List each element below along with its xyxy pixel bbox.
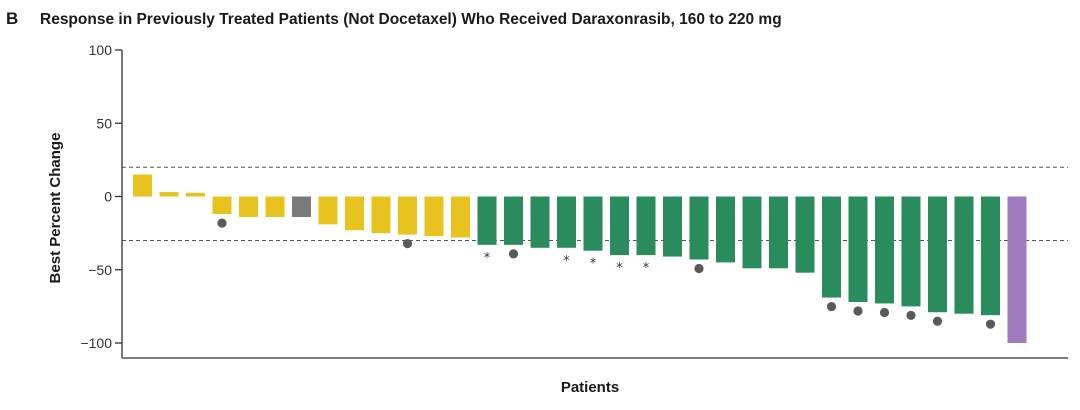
dot-marker — [826, 301, 837, 312]
bar — [424, 196, 444, 237]
chart-title: Response in Previously Treated Patients … — [40, 11, 782, 28]
bar — [239, 196, 258, 218]
bar — [477, 196, 497, 245]
axes-group — [121, 50, 1068, 359]
bar — [212, 196, 232, 215]
bar — [954, 196, 974, 314]
y-ticks-group: 100 50 0 −50 −100 — [80, 42, 122, 351]
bars-group — [133, 174, 1027, 343]
bar — [133, 174, 152, 197]
asterisk-marker: * — [484, 251, 491, 266]
bar — [742, 196, 762, 269]
bar — [583, 196, 603, 251]
dot-marker — [402, 238, 413, 249]
bar — [928, 196, 947, 313]
bar — [875, 196, 894, 304]
dot-marker — [879, 307, 890, 318]
bar — [769, 196, 788, 269]
y-axis-title: Best Percent Change — [47, 133, 64, 284]
bar — [398, 196, 417, 235]
asterisk-marker: * — [563, 254, 570, 269]
bar — [530, 196, 550, 248]
bar — [663, 196, 682, 257]
dot-marker — [508, 249, 519, 259]
bar — [504, 196, 523, 245]
y-tick-label: 0 — [104, 189, 112, 205]
markers-group: * * * * * — [217, 218, 996, 329]
bar — [689, 196, 709, 260]
bar — [716, 196, 735, 263]
bar — [451, 196, 470, 238]
bar — [557, 196, 576, 248]
bar — [1007, 196, 1027, 343]
bar — [848, 196, 868, 302]
x-axis-title: Patients — [561, 379, 619, 396]
dot-marker — [853, 306, 863, 316]
bar — [345, 196, 364, 231]
asterisk-marker: * — [590, 257, 597, 272]
dot-marker — [985, 319, 996, 329]
bar — [901, 196, 921, 307]
asterisk-marker: * — [616, 261, 623, 276]
bar — [159, 192, 179, 197]
bar — [636, 196, 656, 256]
bar — [186, 192, 205, 197]
bar — [822, 196, 841, 298]
bar — [795, 196, 815, 273]
y-tick-label: −50 — [88, 262, 112, 278]
asterisk-marker: * — [643, 261, 650, 276]
y-tick-label: 50 — [96, 115, 112, 131]
y-tick-label: −100 — [80, 335, 112, 351]
y-tick-label: 100 — [89, 42, 113, 58]
dot-marker — [217, 218, 227, 228]
bar — [292, 196, 311, 218]
bar — [318, 196, 338, 225]
dot-marker — [932, 316, 943, 326]
bar — [371, 196, 391, 234]
dot-marker — [694, 263, 704, 274]
dot-marker — [906, 310, 916, 320]
bar — [610, 196, 629, 256]
bar — [265, 196, 285, 218]
bar — [981, 196, 1000, 316]
panel-label: B — [6, 9, 18, 28]
